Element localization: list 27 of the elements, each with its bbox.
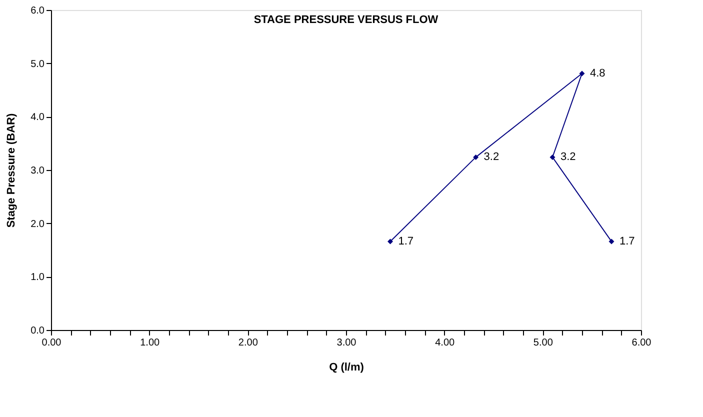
data-label: 4.8 bbox=[590, 67, 606, 80]
y-tick-label: 5.0 bbox=[30, 58, 45, 70]
y-axis-title: Stage Pressure (BAR) bbox=[6, 113, 18, 228]
x-tick-label: 3.00 bbox=[336, 338, 357, 348]
point bbox=[550, 154, 556, 160]
data-label: 1.7 bbox=[398, 235, 414, 248]
y-tick-label: 2.0 bbox=[30, 218, 45, 230]
x-tick-label: 4.00 bbox=[435, 338, 455, 348]
y-tick-label: 6.0 bbox=[30, 6, 45, 16]
x-tick-label: 2.00 bbox=[238, 338, 258, 348]
x-tick-label: 5.00 bbox=[533, 338, 554, 348]
point bbox=[579, 70, 585, 76]
data-label: 3.2 bbox=[484, 151, 500, 164]
point bbox=[473, 154, 479, 160]
point bbox=[388, 238, 393, 244]
data-label: 1.7 bbox=[620, 235, 635, 248]
point bbox=[608, 238, 614, 244]
x-tick-label: 0.00 bbox=[42, 338, 62, 348]
chart-title: STAGE PRESSURE VERSUS FLOW bbox=[254, 14, 439, 26]
y-tick-label: 4.0 bbox=[30, 112, 45, 124]
y-tick-label: 1.0 bbox=[30, 272, 45, 284]
data-label: 3.2 bbox=[560, 151, 576, 164]
x-axis-title: Q (l/m) bbox=[329, 362, 364, 374]
x-tick-label: 1.00 bbox=[140, 338, 160, 348]
x-tick-label: 6.00 bbox=[632, 338, 652, 348]
y-tick-label: 3.0 bbox=[30, 166, 45, 176]
y-tick-label: 0.0 bbox=[30, 326, 45, 336]
